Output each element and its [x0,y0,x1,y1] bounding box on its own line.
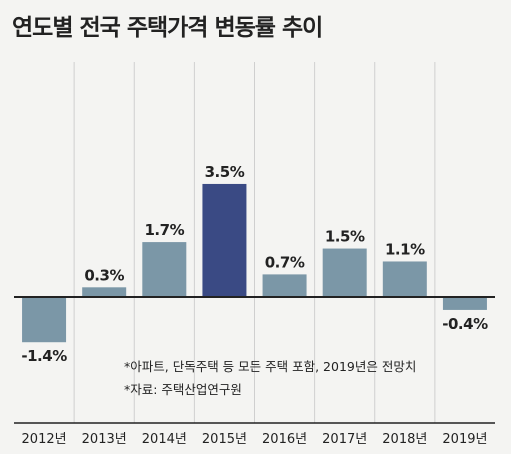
grid-lines [73,62,436,423]
bar [382,261,427,297]
x-tick-label: 2014년 [142,432,187,447]
footnote-source: *자료: 주택산업연구원 [124,382,242,397]
data-label: 3.5% [205,163,245,181]
data-label: 0.3% [84,266,124,284]
x-tick-labels: 2012년 2013년 2014년 2015년 2016년 2017년 2018년 2019년 [22,432,488,447]
x-tick-label: 2015년 [202,432,247,447]
bar [262,274,307,297]
bar [22,297,67,343]
data-label: 1.7% [145,221,185,239]
data-label: -1.4% [21,347,67,365]
data-label: -0.4% [442,315,488,333]
bars [22,183,487,343]
x-tick-label: 2012년 [22,432,67,447]
x-tick-label: 2016년 [262,432,307,447]
bar [442,297,487,310]
data-label: 0.7% [265,253,305,271]
data-label: 1.1% [385,240,425,258]
value-labels: -1.4% 0.3% 1.7% 3.5% 0.7% 1.5% 1.1% -0.4% [21,163,488,365]
bar [322,248,367,297]
x-tick-label: 2018년 [382,432,427,447]
data-label: 1.5% [325,228,365,246]
footnote-scope: *아파트, 단독주택 등 모든 주택 포함, 2019년은 전망치 [124,359,416,374]
bar [142,242,187,297]
x-tick-label: 2017년 [322,432,367,447]
bar [202,183,247,297]
bar [82,287,127,297]
chart-title: 연도별 전국 주택가격 변동률 추이 [12,15,323,41]
x-tick-label: 2019년 [442,432,487,447]
x-tick-label: 2013년 [82,432,127,447]
